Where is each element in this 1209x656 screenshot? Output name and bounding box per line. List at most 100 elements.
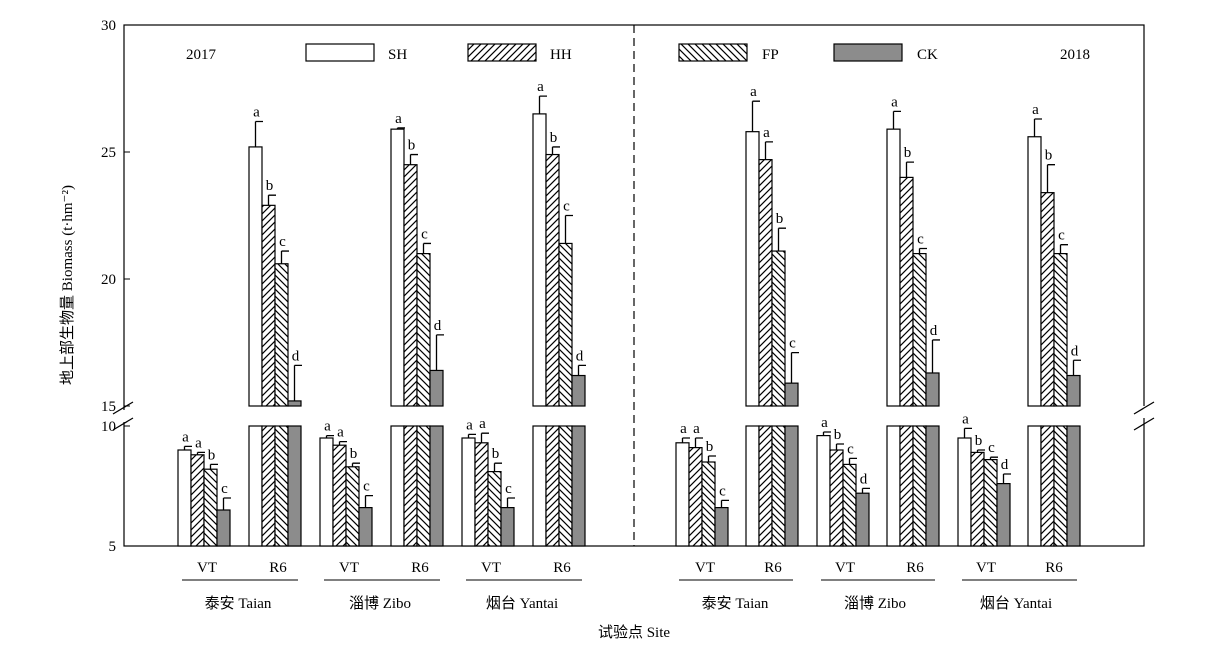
- error-bar: [764, 141, 773, 160]
- error-bar: [707, 455, 716, 462]
- error-bar: [1072, 359, 1081, 376]
- significance-label: b: [266, 178, 274, 194]
- significance-label: b: [492, 446, 500, 462]
- y-tick-label: 25: [101, 145, 116, 161]
- stage-label: R6: [269, 560, 287, 576]
- site-label: 泰安 Taian: [205, 595, 272, 612]
- significance-label: c: [917, 232, 924, 248]
- bar-hh-2017-r6-lower: [403, 425, 418, 547]
- significance-label: a: [1032, 102, 1039, 118]
- error-bar: [905, 161, 914, 178]
- bar-sh-2018-vt: [816, 435, 831, 547]
- bar-fp-2017-r6-lower: [558, 425, 573, 547]
- bar-hh-2017-r6-upper: [545, 153, 560, 407]
- bar-fp-2017-r6-lower: [274, 425, 289, 547]
- bar-sh-2018-r6-lower: [886, 425, 901, 547]
- bar-hh-2018-r6-lower: [758, 425, 773, 547]
- significance-label: c: [719, 483, 726, 499]
- bar-ck-2018-r6-upper: [784, 382, 799, 407]
- bar-hh-2017-vt: [474, 442, 489, 547]
- bar-hh-2018-r6-upper: [758, 159, 773, 407]
- stage-label: R6: [906, 560, 924, 576]
- significance-label: a: [479, 416, 486, 432]
- bar-hh-2018-r6-lower: [899, 425, 914, 547]
- significance-label: c: [363, 479, 370, 495]
- significance-label: c: [221, 481, 228, 497]
- bar-fp-2017-r6-lower: [416, 425, 431, 547]
- significance-label: a: [195, 435, 202, 451]
- bar-sh-2018-vt: [957, 437, 972, 547]
- error-bar: [1033, 118, 1042, 137]
- bar-fp-2018-r6-upper: [771, 250, 786, 407]
- significance-label: a: [680, 421, 687, 437]
- legend-label-ck: CK: [917, 47, 938, 63]
- bar-fp-2017-r6-upper: [558, 242, 573, 407]
- significance-label: c: [988, 440, 995, 456]
- site-label: 烟台 Yantai: [486, 595, 558, 612]
- bar-ck-2017-r6-lower: [571, 425, 586, 547]
- bar-ck-2018-r6-upper: [925, 372, 940, 407]
- significance-label: a: [962, 411, 969, 427]
- bar-fp-2018-r6-lower: [771, 425, 786, 547]
- stage-label: R6: [1045, 560, 1063, 576]
- bar-fp-2017-vt: [203, 468, 218, 547]
- significance-label: c: [505, 481, 512, 497]
- bar-ck-2017-r6-upper: [287, 400, 302, 407]
- significance-label: a: [324, 419, 331, 435]
- y-tick-label: 15: [101, 399, 116, 415]
- bar-fp-2017-r6-upper: [274, 263, 289, 407]
- error-bar: [351, 462, 360, 467]
- error-bar: [538, 95, 547, 114]
- error-bar: [822, 431, 831, 436]
- stage-label: R6: [411, 560, 429, 576]
- significance-label: a: [337, 425, 344, 441]
- significance-label: d: [292, 348, 300, 364]
- significance-label: b: [776, 211, 784, 227]
- bar-fp-2017-vt: [487, 471, 502, 547]
- bar-hh-2018-r6-upper: [899, 176, 914, 407]
- error-bar: [422, 242, 431, 254]
- stage-label: VT: [835, 560, 855, 576]
- significance-label: b: [408, 138, 416, 154]
- axis-break-slash: [1133, 417, 1155, 431]
- significance-label: a: [253, 105, 260, 121]
- axis-break-slash: [112, 401, 134, 415]
- significance-label: b: [550, 130, 558, 146]
- error-bar: [751, 100, 760, 132]
- error-bar: [183, 445, 192, 450]
- bar-ck-2017-vt: [358, 507, 373, 547]
- significance-label: d: [860, 471, 868, 487]
- bar-fp-2018-vt: [842, 463, 857, 547]
- error-bar: [409, 153, 418, 165]
- stage-label: VT: [197, 560, 217, 576]
- legend-label-sh: SH: [388, 47, 407, 63]
- bar-hh-2017-vt: [332, 444, 347, 547]
- error-bar: [848, 457, 857, 465]
- error-bar: [976, 449, 985, 453]
- error-bar: [435, 334, 444, 371]
- error-bar: [209, 463, 218, 470]
- bar-ck-2017-r6-upper: [571, 374, 586, 407]
- significance-label: b: [975, 433, 983, 449]
- legend-swatch-ck: [833, 43, 903, 62]
- significance-label: b: [834, 427, 842, 443]
- legend-swatch-fp: [678, 43, 748, 62]
- error-bar: [267, 194, 276, 206]
- bar-sh-2017-r6-lower: [390, 425, 405, 547]
- stage-label: R6: [764, 560, 782, 576]
- bar-hh-2017-r6-lower: [545, 425, 560, 547]
- significance-label: c: [847, 441, 854, 457]
- bar-fp-2018-r6-lower: [912, 425, 927, 547]
- bar-sh-2017-vt: [461, 437, 476, 547]
- error-bar: [918, 247, 927, 254]
- bar-hh-2018-r6-upper: [1040, 192, 1055, 407]
- error-bar: [1002, 473, 1011, 484]
- axis-break-gap: [114, 410, 128, 422]
- bar-fp-2017-r6-upper: [416, 253, 431, 407]
- error-bar: [720, 499, 729, 508]
- error-bar: [364, 494, 373, 508]
- site-label: 淄博 Zibo: [844, 595, 906, 612]
- significance-label: a: [821, 415, 828, 431]
- stage-label: VT: [339, 560, 359, 576]
